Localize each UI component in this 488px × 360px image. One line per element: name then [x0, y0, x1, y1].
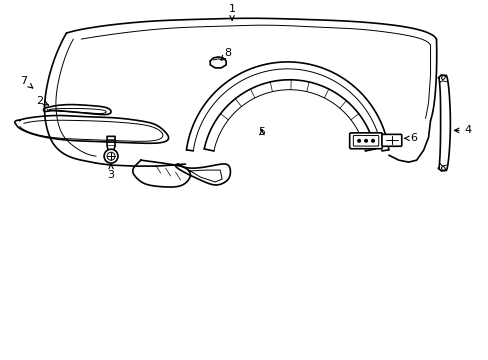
FancyBboxPatch shape	[381, 134, 401, 146]
Text: 3: 3	[107, 164, 114, 180]
Circle shape	[371, 140, 373, 142]
Text: 7: 7	[20, 76, 33, 88]
Circle shape	[364, 140, 366, 142]
Text: 2: 2	[36, 96, 48, 105]
Text: 6: 6	[404, 133, 416, 143]
FancyBboxPatch shape	[353, 136, 378, 146]
Circle shape	[357, 140, 360, 142]
Text: 8: 8	[221, 48, 231, 60]
Text: 5: 5	[258, 127, 265, 138]
FancyBboxPatch shape	[349, 133, 382, 149]
Text: 4: 4	[453, 125, 471, 135]
Text: 1: 1	[228, 4, 235, 20]
